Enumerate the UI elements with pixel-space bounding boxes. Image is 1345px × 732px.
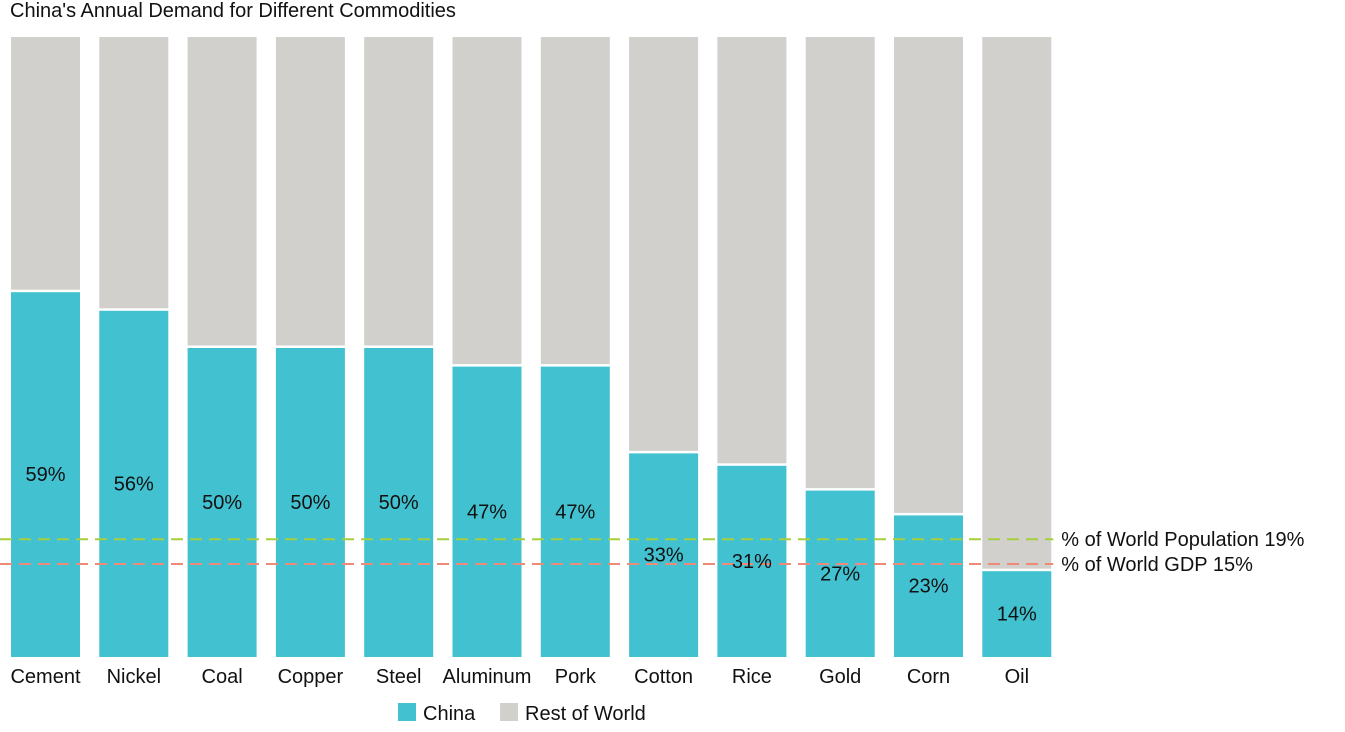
bar-china-steel: [364, 348, 434, 657]
data-label-rice: 31%: [732, 551, 772, 573]
bar-china-aluminum: [452, 366, 522, 657]
data-label-nickel: 56%: [114, 473, 154, 495]
bar-rest-of-world-coal: [187, 37, 257, 346]
labels-layer: 59% Cement 56% Nickel 50% Coal 50% Copper 50% Ste…: [10, 464, 1037, 688]
x-tick-label-copper: Copper: [278, 666, 344, 688]
bar-rest-of-world-cement: [11, 37, 80, 290]
reference-line-label-0: % of World Population 19%: [1061, 529, 1304, 551]
legend-label-rest-of-world: Rest of World: [525, 703, 646, 725]
data-label-copper: 50%: [290, 492, 330, 514]
bar-rest-of-world-oil: [982, 37, 1052, 569]
bar-rest-of-world-rice: [717, 37, 787, 464]
x-tick-label-steel: Steel: [376, 666, 422, 688]
bar-china-nickel: [99, 310, 169, 657]
legend-label-china: China: [423, 703, 476, 725]
x-tick-label-pork: Pork: [555, 666, 597, 688]
data-label-cotton: 33%: [644, 545, 684, 567]
data-label-gold: 27%: [820, 563, 860, 585]
data-label-oil: 14%: [997, 604, 1037, 626]
bar-china-oil: [982, 571, 1052, 657]
chart-title: China's Annual Demand for Different Comm…: [10, 0, 456, 22]
bar-rest-of-world-copper: [275, 37, 345, 346]
bars-layer: [11, 37, 1052, 657]
data-label-steel: 50%: [379, 492, 419, 514]
data-label-cement: 59%: [25, 464, 65, 486]
legend-swatch-rest-of-world: [500, 703, 518, 721]
data-label-pork: 47%: [555, 501, 595, 523]
bar-china-cement: [11, 292, 80, 657]
data-label-coal: 50%: [202, 492, 242, 514]
reference-lines-layer: % of World Population 19% % of World GDP …: [0, 529, 1305, 576]
x-tick-label-cement: Cement: [10, 666, 80, 688]
x-tick-label-oil: Oil: [1005, 666, 1029, 688]
bar-rest-of-world-nickel: [99, 37, 169, 309]
x-tick-label-corn: Corn: [907, 666, 950, 688]
bar-china-copper: [275, 348, 345, 657]
x-tick-label-aluminum: Aluminum: [443, 666, 532, 688]
legend-swatch-china: [398, 703, 416, 721]
bar-rest-of-world-pork: [540, 37, 610, 365]
legend: China Rest of World: [398, 703, 646, 725]
bar-rest-of-world-gold: [805, 37, 875, 489]
bar-china-rice: [717, 465, 787, 657]
reference-line-label-1: % of World GDP 15%: [1061, 554, 1253, 576]
bar-china-coal: [187, 348, 257, 657]
bar-china-cotton: [629, 453, 699, 657]
bar-rest-of-world-steel: [364, 37, 434, 346]
bar-rest-of-world-aluminum: [452, 37, 522, 365]
data-label-aluminum: 47%: [467, 501, 507, 523]
x-tick-label-gold: Gold: [819, 666, 861, 688]
bar-china-pork: [540, 366, 610, 657]
x-tick-label-nickel: Nickel: [107, 666, 161, 688]
bar-rest-of-world-cotton: [629, 37, 699, 451]
data-label-corn: 23%: [908, 576, 948, 598]
x-tick-label-rice: Rice: [732, 666, 772, 688]
bar-china-gold: [805, 490, 875, 657]
x-tick-label-cotton: Cotton: [634, 666, 693, 688]
x-tick-label-coal: Coal: [202, 666, 243, 688]
bar-rest-of-world-corn: [894, 37, 963, 513]
